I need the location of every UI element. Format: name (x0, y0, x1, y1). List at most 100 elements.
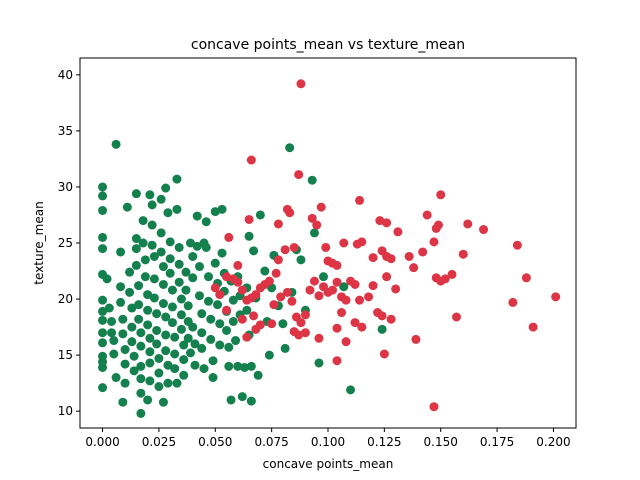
data-point (149, 274, 159, 284)
data-point (145, 358, 155, 368)
data-point (204, 296, 214, 306)
data-point (309, 228, 319, 238)
data-point (158, 279, 168, 289)
data-point (386, 314, 396, 324)
data-point (528, 322, 538, 332)
data-point (233, 361, 243, 371)
data-point (149, 293, 159, 303)
data-point (386, 254, 396, 264)
data-point (152, 309, 162, 319)
data-point (201, 242, 211, 252)
data-point (222, 305, 232, 315)
data-point (194, 291, 204, 301)
data-point (309, 276, 319, 286)
x-tick-label: 0.000 (85, 435, 119, 449)
data-point (260, 266, 270, 276)
data-point (143, 305, 153, 315)
data-point (206, 334, 216, 344)
data-point (107, 328, 117, 338)
data-point (145, 333, 155, 343)
data-point (122, 202, 132, 212)
data-point (357, 322, 367, 332)
data-point (368, 281, 378, 291)
data-point (375, 216, 385, 226)
data-point (170, 349, 180, 359)
data-point (174, 242, 184, 252)
data-point (551, 292, 561, 302)
data-point (179, 340, 189, 350)
data-point (377, 311, 387, 321)
data-point (188, 251, 198, 261)
x-tick-label: 0.075 (254, 435, 288, 449)
data-point (433, 220, 443, 230)
data-point (131, 244, 141, 254)
data-point (98, 232, 108, 242)
data-point (143, 290, 153, 300)
data-point (165, 268, 175, 278)
x-tick-label: 0.200 (536, 435, 570, 449)
data-point (111, 373, 121, 383)
data-point (447, 269, 457, 279)
data-point (237, 314, 247, 324)
data-point (307, 175, 317, 185)
data-point (300, 328, 310, 338)
data-point (280, 343, 290, 353)
data-point (188, 322, 198, 332)
data-point (127, 322, 137, 332)
data-point (215, 340, 225, 350)
data-point (170, 364, 180, 374)
data-point (147, 240, 157, 250)
data-point (161, 312, 171, 322)
data-point (233, 260, 243, 270)
data-point (98, 244, 108, 254)
data-point (98, 295, 108, 305)
data-point (201, 217, 211, 227)
data-point (273, 255, 283, 265)
data-point (147, 200, 157, 210)
y-tick-label: 20 (58, 292, 73, 306)
data-point (332, 356, 342, 366)
data-point (127, 303, 137, 313)
y-tick-label: 30 (58, 180, 73, 194)
data-point (138, 238, 148, 248)
data-point (285, 208, 295, 218)
data-point (314, 291, 324, 301)
data-point (512, 240, 522, 250)
data-point (154, 382, 164, 392)
data-point (98, 338, 108, 348)
data-point (222, 272, 232, 282)
data-point (271, 268, 281, 278)
data-point (190, 339, 200, 349)
data-point (136, 361, 146, 371)
data-point (233, 277, 243, 287)
data-point (197, 309, 207, 319)
data-point (249, 311, 259, 321)
data-point (307, 213, 317, 223)
data-point (251, 324, 261, 334)
data-point (379, 349, 389, 359)
data-point (129, 351, 139, 361)
data-point (138, 216, 148, 226)
data-point (98, 205, 108, 215)
data-point (136, 374, 146, 384)
data-point (134, 281, 144, 291)
data-point (355, 295, 365, 305)
data-point (246, 396, 256, 406)
data-point (172, 378, 182, 388)
data-point (341, 295, 351, 305)
data-point (154, 353, 164, 363)
data-point (174, 277, 184, 287)
data-point (118, 329, 128, 339)
data-point (118, 397, 128, 407)
data-point (185, 238, 195, 248)
data-point (285, 143, 295, 153)
data-point (98, 328, 108, 338)
data-point (224, 342, 234, 352)
data-point (176, 324, 186, 334)
data-point (255, 210, 265, 220)
data-point (149, 251, 159, 261)
data-point (116, 247, 126, 257)
data-point (253, 370, 263, 380)
data-point (208, 373, 218, 383)
